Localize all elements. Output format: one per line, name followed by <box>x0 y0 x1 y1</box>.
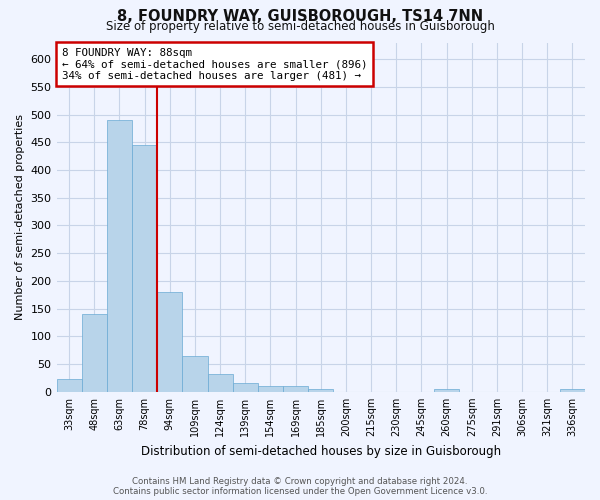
Bar <box>82 314 107 392</box>
Bar <box>283 386 308 392</box>
Bar <box>434 389 459 392</box>
Bar <box>308 389 334 392</box>
Text: Contains HM Land Registry data © Crown copyright and database right 2024.
Contai: Contains HM Land Registry data © Crown c… <box>113 476 487 496</box>
Text: 8 FOUNDRY WAY: 88sqm
← 64% of semi-detached houses are smaller (896)
34% of semi: 8 FOUNDRY WAY: 88sqm ← 64% of semi-detac… <box>62 48 367 81</box>
Text: Size of property relative to semi-detached houses in Guisborough: Size of property relative to semi-detach… <box>106 20 494 33</box>
Bar <box>208 374 233 392</box>
X-axis label: Distribution of semi-detached houses by size in Guisborough: Distribution of semi-detached houses by … <box>141 444 501 458</box>
Y-axis label: Number of semi-detached properties: Number of semi-detached properties <box>15 114 25 320</box>
Bar <box>107 120 132 392</box>
Bar <box>56 379 82 392</box>
Bar <box>157 292 182 392</box>
Bar <box>560 389 585 392</box>
Text: 8, FOUNDRY WAY, GUISBOROUGH, TS14 7NN: 8, FOUNDRY WAY, GUISBOROUGH, TS14 7NN <box>117 9 483 24</box>
Bar <box>182 356 208 392</box>
Bar <box>132 145 157 392</box>
Bar <box>258 386 283 392</box>
Bar <box>233 384 258 392</box>
